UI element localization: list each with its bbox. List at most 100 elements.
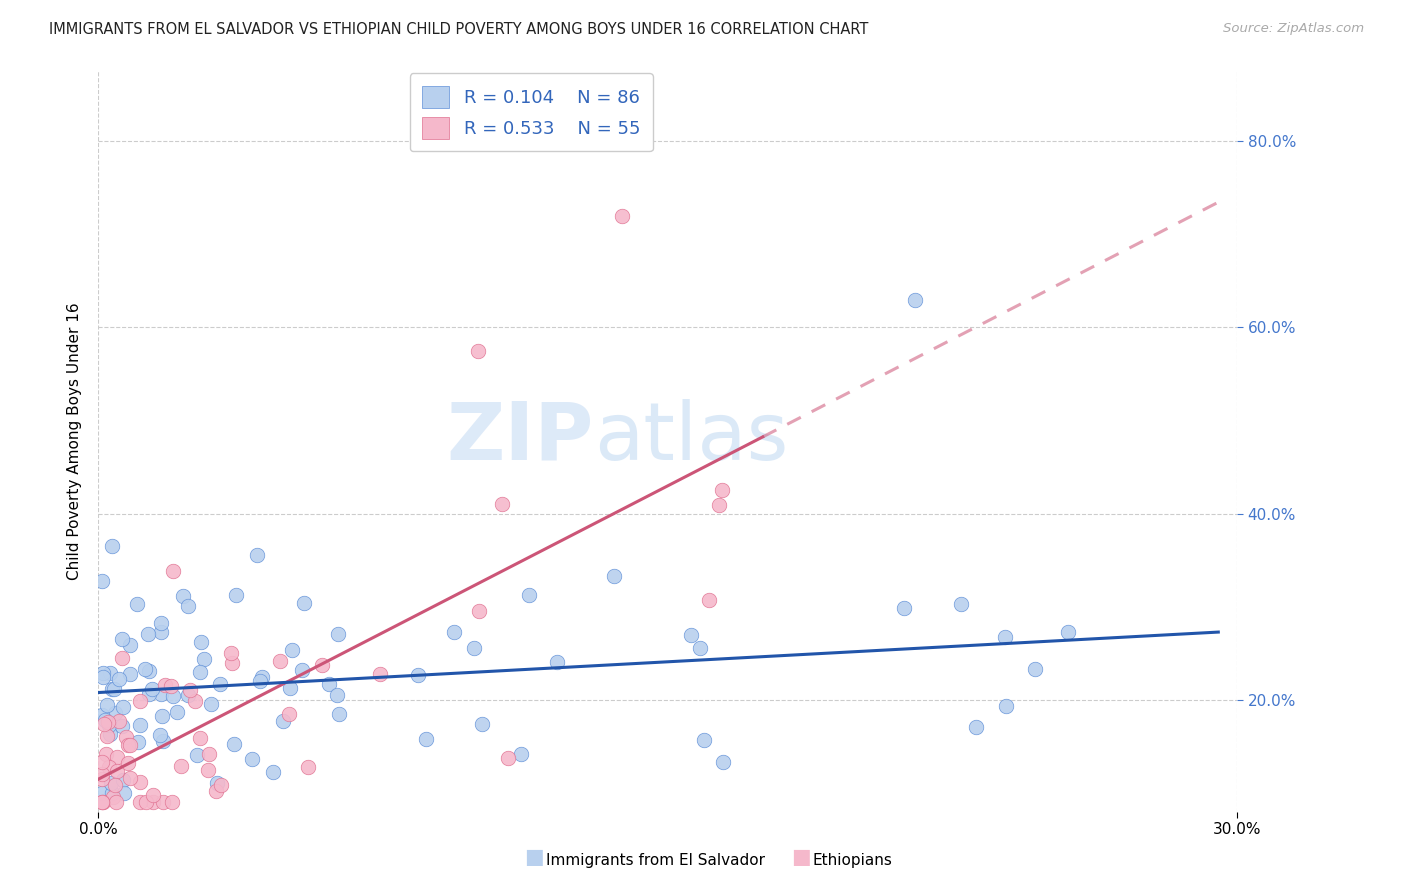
Point	[190, 665, 212, 679]
Text: ■: ■	[524, 847, 544, 867]
Legend: R = 0.104    N = 86, R = 0.533    N = 55: R = 0.104 N = 86, R = 0.533 N = 55	[409, 73, 652, 152]
Point	[177, 688, 200, 702]
Point	[328, 706, 350, 721]
Point	[94, 714, 117, 728]
Point	[278, 681, 301, 695]
Point	[246, 548, 269, 562]
Point	[697, 593, 720, 607]
Point	[190, 635, 212, 649]
Point	[136, 627, 159, 641]
Point	[172, 590, 194, 604]
Point	[160, 679, 183, 693]
Point	[129, 718, 152, 732]
Point	[679, 628, 702, 642]
Point	[128, 775, 150, 789]
Point	[252, 670, 274, 684]
Point	[138, 688, 160, 702]
Point	[96, 747, 118, 762]
Point	[125, 597, 148, 611]
Point	[170, 759, 193, 773]
Text: ■: ■	[792, 847, 811, 867]
Point	[101, 539, 124, 553]
Point	[209, 778, 232, 792]
Point	[129, 796, 152, 810]
Point	[249, 674, 271, 689]
Point	[108, 672, 131, 686]
Point	[98, 727, 121, 741]
Point	[326, 688, 349, 702]
Point	[162, 689, 184, 703]
Point	[950, 597, 973, 611]
Text: Source: ZipAtlas.com: Source: ZipAtlas.com	[1223, 22, 1364, 36]
Point	[114, 730, 136, 744]
Point	[707, 498, 730, 512]
Point	[271, 714, 294, 728]
Point	[491, 497, 513, 511]
Point	[91, 708, 114, 723]
Point	[91, 767, 114, 781]
Point	[152, 796, 174, 810]
Point	[443, 625, 465, 640]
Point	[100, 776, 122, 790]
Point	[120, 771, 142, 785]
Text: IMMIGRANTS FROM EL SALVADOR VS ETHIOPIAN CHILD POVERTY AMONG BOYS UNDER 16 CORRE: IMMIGRANTS FROM EL SALVADOR VS ETHIOPIAN…	[49, 22, 869, 37]
Point	[467, 343, 489, 358]
Point	[141, 681, 163, 696]
Point	[111, 651, 134, 665]
Point	[104, 796, 127, 810]
Point	[91, 666, 114, 681]
Point	[96, 698, 118, 712]
Point	[162, 564, 184, 578]
Point	[91, 670, 114, 684]
Point	[463, 641, 485, 656]
Point	[91, 796, 114, 810]
Point	[101, 786, 124, 800]
Point	[994, 699, 1017, 714]
Point	[150, 709, 173, 723]
Point	[177, 599, 200, 613]
Point	[91, 796, 114, 810]
Point	[188, 731, 211, 746]
Point	[149, 624, 172, 639]
Point	[406, 668, 429, 682]
Point	[108, 714, 131, 728]
Point	[118, 666, 141, 681]
Point	[193, 652, 215, 666]
Point	[471, 717, 494, 731]
Text: ZIP: ZIP	[447, 399, 593, 477]
Point	[111, 718, 134, 732]
Point	[222, 737, 245, 751]
Point	[179, 682, 201, 697]
Point	[221, 646, 243, 660]
Point	[97, 759, 120, 773]
Point	[710, 483, 733, 497]
Point	[166, 705, 188, 719]
Point	[240, 751, 263, 765]
Point	[612, 209, 634, 223]
Point	[105, 764, 128, 778]
Point	[603, 569, 626, 583]
Point	[183, 694, 205, 708]
Point	[278, 706, 301, 721]
Point	[127, 735, 149, 749]
Point	[105, 750, 128, 764]
Point	[91, 796, 114, 810]
Point	[129, 694, 152, 708]
Point	[138, 664, 160, 678]
Point	[162, 796, 184, 810]
Point	[546, 655, 568, 669]
Point	[112, 700, 135, 714]
Point	[893, 601, 915, 615]
Point	[153, 677, 176, 691]
Point	[197, 747, 219, 761]
Point	[135, 796, 157, 810]
Point	[118, 738, 141, 752]
Point	[97, 718, 120, 732]
Point	[112, 772, 135, 787]
Point	[965, 720, 987, 734]
Point	[225, 589, 247, 603]
Point	[149, 728, 172, 742]
Point	[994, 630, 1017, 644]
Point	[142, 796, 165, 810]
Point	[205, 776, 228, 790]
